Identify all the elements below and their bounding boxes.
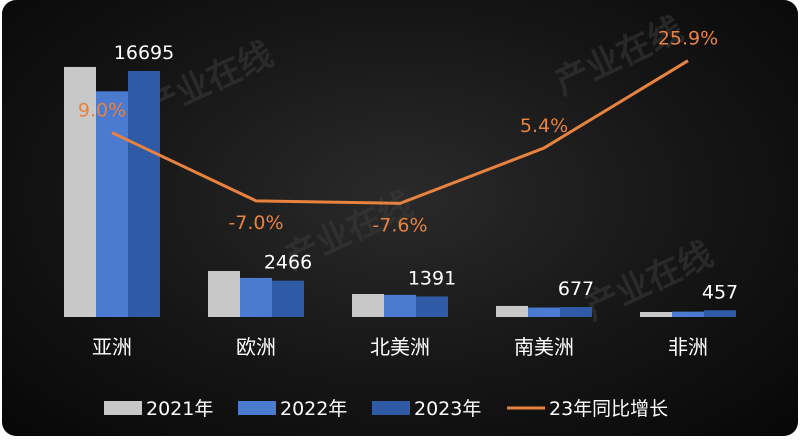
watermark: 产业在线 <box>549 9 689 103</box>
bar-2021年-南美洲 <box>496 305 528 317</box>
bar-2021年-非洲 <box>640 311 672 317</box>
bar-2022年-亚洲 <box>96 91 128 317</box>
legend-item: 2022年 <box>238 398 347 420</box>
legend-item: 23年同比增长 <box>507 398 668 420</box>
bar-data-label: 16695 <box>114 42 174 64</box>
legend-label: 23年同比增长 <box>549 398 668 420</box>
x-tick-label: 非洲 <box>668 335 708 359</box>
legend-item: 2021年 <box>104 398 213 420</box>
legend-swatch <box>372 401 410 415</box>
x-tick-label: 欧洲 <box>236 335 276 359</box>
bar-data-label: 1391 <box>408 268 456 290</box>
bar-data-label: 677 <box>558 278 594 300</box>
growth-data-label: -7.0% <box>228 212 283 234</box>
bar-2021年-亚洲 <box>64 66 96 317</box>
legend-label: 2023年 <box>414 398 481 420</box>
x-tick-label: 北美洲 <box>370 335 430 359</box>
growth-data-label: -7.6% <box>372 214 427 236</box>
growth-data-label: 5.4% <box>520 115 568 137</box>
bar-2022年-欧洲 <box>240 277 272 317</box>
bar-2021年-北美洲 <box>352 294 384 317</box>
x-tick-label: 南美洲 <box>514 335 574 359</box>
x-tick-label: 亚洲 <box>92 335 132 359</box>
bar-2022年-北美洲 <box>384 294 416 317</box>
legend-swatch <box>104 401 142 415</box>
bar-2023年-南美洲 <box>560 307 592 317</box>
bar-data-label: 2466 <box>264 252 312 274</box>
legend-label: 2021年 <box>146 398 213 420</box>
legend-swatch <box>238 401 276 415</box>
legend-item: 2023年 <box>372 398 481 420</box>
legend-label: 2022年 <box>280 398 347 420</box>
growth-data-label: 25.9% <box>658 28 718 50</box>
bar-2021年-欧洲 <box>208 271 240 317</box>
bar-2022年-南美洲 <box>528 307 560 317</box>
bar-2023年-北美洲 <box>416 296 448 317</box>
bar-2023年-欧洲 <box>272 280 304 317</box>
bar-data-label: 457 <box>702 281 738 303</box>
bar-2022年-非洲 <box>672 311 704 317</box>
bar-2023年-亚洲 <box>128 71 160 317</box>
growth-data-label: 9.0% <box>78 100 126 122</box>
bar-2023年-非洲 <box>704 310 736 317</box>
